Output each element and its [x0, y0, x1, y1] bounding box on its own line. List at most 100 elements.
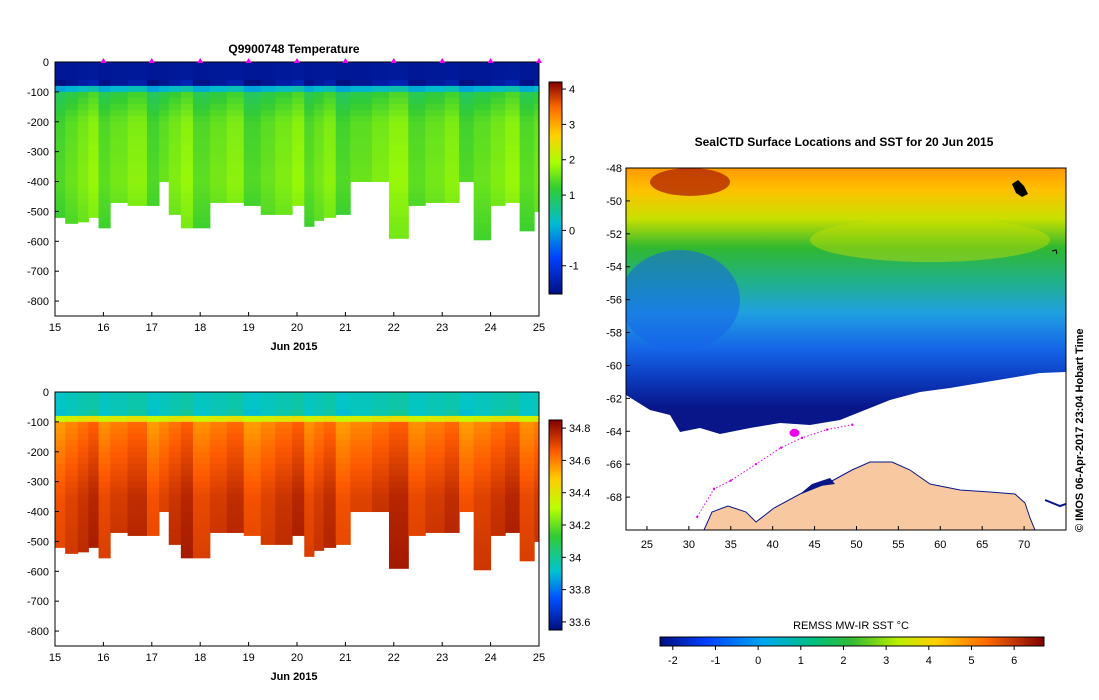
- profile-cell: [110, 469, 129, 477]
- antarctica-land: [703, 461, 1036, 530]
- profile-cell: [65, 151, 79, 159]
- profile-cell: [505, 103, 521, 111]
- profile-cell: [335, 187, 351, 194]
- profile-cell: [65, 163, 79, 171]
- profile-cell: [304, 493, 315, 501]
- profile-cell: [77, 157, 89, 165]
- profile-cell: [323, 133, 337, 141]
- profile-cell: [304, 187, 315, 194]
- profile-cell: [127, 469, 148, 477]
- profile-cell: [98, 97, 111, 105]
- profile-cell: [77, 199, 89, 206]
- profile-cell: [55, 67, 66, 75]
- profile-cell: [473, 211, 492, 218]
- profile-cell: [180, 523, 194, 530]
- profile-cell: [323, 415, 337, 423]
- profile-cell: [168, 151, 182, 159]
- y-tick-label: 0: [43, 387, 49, 399]
- profile-cell: [275, 97, 293, 105]
- profile-cell: [159, 62, 170, 69]
- profile-cell: [313, 451, 325, 459]
- profile-cell: [534, 505, 539, 513]
- profile-cell: [209, 187, 228, 194]
- profile-cell: [350, 421, 373, 429]
- profile-cell: [534, 139, 539, 147]
- profile-cell: [490, 62, 506, 69]
- profile-cell: [323, 109, 337, 117]
- profile-cell: [55, 127, 66, 135]
- profile-cell: [444, 433, 460, 441]
- sst-colorbar-tick-label: 3: [883, 655, 889, 667]
- profile-cell: [192, 541, 211, 548]
- lat-tick-label: -66: [606, 459, 622, 471]
- profile-cell: [335, 457, 351, 465]
- profile-cell: [388, 85, 409, 93]
- profile-cell: [372, 109, 390, 117]
- profile-cell: [98, 151, 111, 159]
- profile-cell: [127, 439, 148, 447]
- profile-cell: [260, 403, 276, 411]
- profile-cell: [534, 409, 539, 417]
- profile-cell: [110, 433, 129, 441]
- profile-cell: [292, 427, 305, 435]
- profile-cell: [65, 199, 79, 206]
- profile-cell: [292, 193, 305, 200]
- profile-cell: [408, 163, 426, 171]
- profile-cell: [192, 511, 211, 519]
- salinity-cells: [55, 392, 539, 571]
- sst-colorbar-tick-label: 5: [968, 655, 974, 667]
- profile-cell: [459, 157, 475, 165]
- profile-cell: [65, 547, 79, 554]
- profile-cell: [243, 109, 262, 117]
- profile-cell: [55, 463, 66, 471]
- profile-cell: [192, 499, 211, 507]
- profile-cell: [159, 481, 170, 489]
- profile-cell: [180, 421, 194, 429]
- profile-cell: [168, 211, 182, 215]
- profile-cell: [372, 409, 390, 417]
- profile-cell: [209, 439, 228, 447]
- profile-cell: [505, 145, 521, 153]
- profile-cell: [313, 487, 325, 495]
- profile-cell: [444, 421, 460, 429]
- profile-cell: [180, 511, 194, 519]
- profile-cell: [127, 181, 148, 189]
- profile-cell: [65, 217, 79, 224]
- profile-cell: [505, 67, 521, 75]
- profile-cell: [159, 145, 170, 153]
- profile-cell: [534, 451, 539, 459]
- profile-cell: [372, 481, 390, 489]
- lon-tick-label: 40: [767, 539, 779, 551]
- profile-cell: [313, 199, 325, 206]
- island-icon: [1012, 180, 1058, 255]
- profile-cell: [388, 547, 409, 554]
- profile-cell: [168, 139, 182, 147]
- profile-cell: [425, 193, 446, 200]
- profile-cell: [110, 511, 129, 519]
- profile-cell: [209, 523, 228, 530]
- profile-cell: [313, 163, 325, 171]
- profile-cell: [168, 157, 182, 165]
- profile-cell: [243, 127, 262, 135]
- profile-cell: [304, 79, 315, 87]
- profile-cell: [292, 169, 305, 177]
- profile-cell: [505, 187, 521, 194]
- profile-cell: [88, 79, 100, 87]
- profile-cell: [473, 415, 492, 423]
- profile-cell: [243, 163, 262, 171]
- profile-cell: [88, 211, 100, 218]
- profile-cell: [65, 445, 79, 453]
- profile-cell: [127, 499, 148, 507]
- profile-cell: [159, 421, 170, 429]
- x-tick-label: 21: [339, 652, 351, 664]
- profile-cell: [209, 109, 228, 117]
- colorbar-tick-label: 33.8: [569, 585, 590, 597]
- profile-cell: [519, 499, 535, 507]
- profile-cell: [226, 517, 245, 524]
- profile-cell: [260, 139, 276, 147]
- profile-cell: [350, 415, 373, 423]
- profile-cell: [490, 463, 506, 471]
- profile-cell: [226, 475, 245, 483]
- profile-cell: [388, 187, 409, 194]
- profile-cell: [146, 193, 160, 200]
